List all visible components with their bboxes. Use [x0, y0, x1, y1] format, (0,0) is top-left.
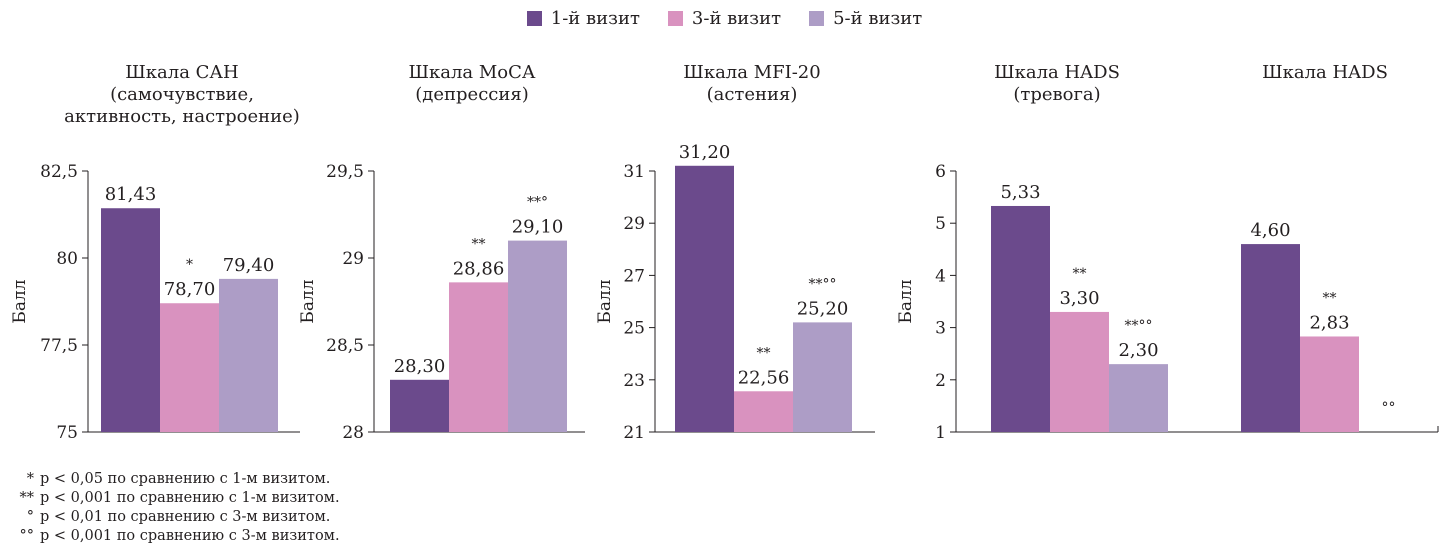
- legend: 1-й визит 3-й визит 5-й визит: [0, 8, 1449, 29]
- bar-visit-1: [991, 205, 1050, 432]
- footnote-mark: °°: [19, 528, 35, 544]
- bar-visit-3: [734, 391, 793, 432]
- y-tick-label: 29,5: [326, 162, 364, 182]
- legend-swatch-visit-3: [667, 11, 683, 26]
- bar-value-label: 4,60: [1250, 220, 1290, 241]
- footnote-1: * p < 0,05 по сравнению с 1-м визитом.: [6, 470, 340, 489]
- legend-swatch-visit-5: [809, 11, 825, 26]
- bar-visit-1: [101, 208, 160, 432]
- legend-item-visit-1: 1-й визит: [526, 8, 640, 29]
- footnote-text: p < 0,001 по сравнению с 3-м визитом.: [40, 528, 340, 544]
- bar-value-label: 3,30: [1059, 288, 1099, 309]
- footnote-mark: *: [26, 471, 34, 487]
- y-tick-label: 27: [623, 266, 645, 286]
- y-axis-label: Балл: [896, 279, 916, 323]
- bar-visit-5: [1109, 364, 1168, 432]
- bar-value-label: 31,20: [679, 142, 731, 163]
- significance-mark: **: [1323, 290, 1337, 306]
- significance-mark: **°°: [1125, 318, 1153, 334]
- y-tick-label: 31: [623, 162, 645, 182]
- footnote-4: °° p < 0,001 по сравнению с 3-м визитом.: [6, 527, 340, 546]
- bar-visit-3: [449, 282, 508, 432]
- legend-label-visit-3: 3-й визит: [691, 8, 782, 29]
- bar-value-label: 78,70: [164, 279, 216, 300]
- y-tick-label: 21: [623, 423, 645, 443]
- y-axis-label: Балл: [298, 279, 318, 323]
- legend-label-visit-1: 1-й визит: [550, 8, 640, 29]
- bar-value-label: 29,10: [512, 217, 564, 238]
- y-tick-label: 3: [935, 319, 946, 339]
- significance-mark: **°°: [809, 276, 837, 292]
- significance-mark: **: [472, 236, 486, 252]
- chart-title: (депрессия): [415, 84, 528, 105]
- bar-value-label: 28,86: [453, 258, 505, 279]
- chart-title: (тревога): [1013, 84, 1100, 105]
- chart-title: активность, настроение): [64, 106, 300, 127]
- chart-title: Шкала HADS: [1262, 62, 1388, 83]
- legend-item-visit-5: 5-й визит: [809, 8, 922, 29]
- y-tick-label: 6: [935, 162, 946, 182]
- y-tick-label: 77,5: [40, 336, 78, 356]
- y-axis-label: Балл: [595, 279, 615, 323]
- legend-item-visit-3: 3-й визит: [667, 8, 782, 29]
- bar-visit-3: [1300, 336, 1359, 432]
- legend-swatch-visit-1: [526, 11, 542, 26]
- bar-value-label: 79,40: [223, 255, 275, 276]
- footnote-text: p < 0,05 по сравнению с 1-м визитом.: [40, 471, 331, 487]
- footnote-mark: °: [26, 509, 34, 525]
- legend-label-visit-5: 5-й визит: [833, 8, 923, 29]
- footnote-text: p < 0,01 по сравнению с 3-м визитом.: [40, 509, 331, 525]
- bar-visit-5: [219, 278, 278, 432]
- bar-visit-5: [793, 322, 852, 432]
- bar-visit-3: [1050, 311, 1109, 432]
- chart-title: Шкала MFI-20: [683, 62, 820, 83]
- bar-value-label: 2,30: [1118, 340, 1158, 361]
- bar-value-label: 81,43: [105, 184, 157, 205]
- bar-value-label: 25,20: [797, 298, 849, 319]
- bar-visit-1: [675, 165, 734, 432]
- chart-title: Шкала HADS: [994, 62, 1120, 83]
- footnotes: * p < 0,05 по сравнению с 1-м визитом. *…: [6, 470, 340, 546]
- bar-value-label: 5,33: [1000, 182, 1040, 203]
- y-tick-label: 25: [623, 319, 645, 339]
- significance-mark: **: [757, 345, 771, 361]
- y-tick-label: 28: [342, 423, 364, 443]
- bar-visit-3: [160, 303, 219, 432]
- bar-value-label: 2,83: [1309, 312, 1349, 333]
- y-tick-label: 5: [935, 214, 946, 234]
- y-tick-label: 29: [623, 214, 645, 234]
- significance-mark: *: [186, 257, 193, 273]
- y-tick-label: 80: [56, 249, 78, 269]
- charts-canvas: Шкала САН(самочувствие,активность, настр…: [10, 62, 1439, 443]
- y-axis-label: Балл: [10, 279, 30, 323]
- y-tick-label: 82,5: [40, 162, 78, 182]
- chart-title: Шкала МоСА: [408, 62, 535, 83]
- bar-value-label: 28,30: [394, 356, 446, 377]
- y-tick-label: 23: [623, 371, 645, 391]
- footnote-mark: **: [19, 490, 35, 506]
- y-tick-label: 2: [935, 371, 946, 391]
- y-tick-label: 4: [935, 266, 946, 286]
- y-tick-label: 75: [56, 423, 78, 443]
- significance-mark: **°: [527, 195, 548, 211]
- bar-visit-5: [508, 240, 567, 432]
- y-tick-label: 1: [935, 423, 946, 443]
- chart-title: (самочувствие,: [110, 84, 254, 105]
- footnote-text: p < 0,001 по сравнению с 1-м визитом.: [40, 490, 340, 506]
- bar-visit-1: [1241, 244, 1300, 432]
- chart-title: (астения): [707, 84, 798, 105]
- footnote-3: ° p < 0,01 по сравнению с 3-м визитом.: [6, 508, 340, 527]
- footnote-2: ** p < 0,001 по сравнению с 1-м визитом.: [6, 489, 340, 508]
- y-tick-label: 29: [342, 249, 364, 269]
- bar-value-label: 22,56: [738, 367, 790, 388]
- bar-visit-1: [390, 379, 449, 432]
- chart-title: Шкала САН: [125, 62, 239, 83]
- significance-mark: **: [1073, 266, 1087, 282]
- y-tick-label: 28,5: [326, 336, 364, 356]
- significance-mark: °°: [1382, 400, 1396, 416]
